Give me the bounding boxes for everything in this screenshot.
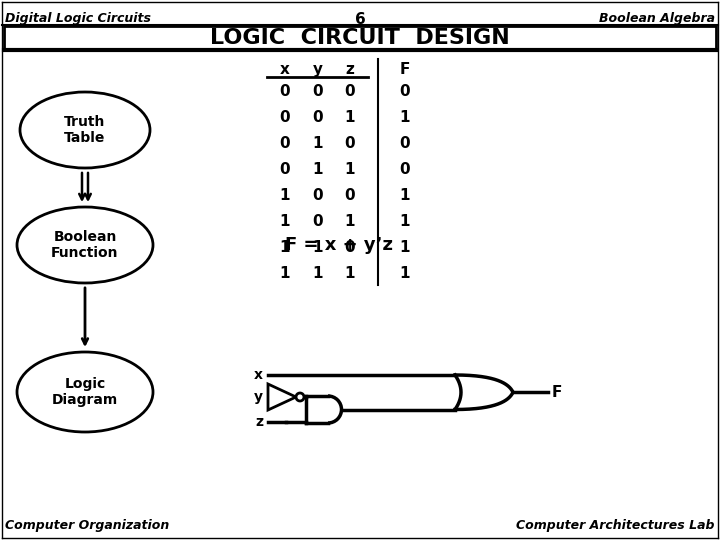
Text: 1: 1 — [345, 161, 355, 177]
Text: 1: 1 — [280, 266, 290, 280]
Text: 1: 1 — [345, 110, 355, 125]
Text: 1: 1 — [400, 110, 410, 125]
Text: 1: 1 — [345, 266, 355, 280]
Text: 1: 1 — [312, 240, 323, 254]
Circle shape — [296, 393, 304, 401]
Text: Boolean Algebra: Boolean Algebra — [599, 12, 715, 25]
Text: 0: 0 — [345, 84, 355, 98]
Text: Digital Logic Circuits: Digital Logic Circuits — [5, 12, 151, 25]
Text: F: F — [400, 62, 410, 77]
Text: 1: 1 — [280, 240, 290, 254]
Text: 1: 1 — [400, 266, 410, 280]
Text: F: F — [552, 384, 562, 400]
Text: 0: 0 — [279, 161, 290, 177]
Text: 0: 0 — [312, 213, 323, 228]
Text: 0: 0 — [312, 110, 323, 125]
Text: Computer Organization: Computer Organization — [5, 519, 169, 532]
Ellipse shape — [17, 207, 153, 283]
Ellipse shape — [20, 92, 150, 168]
Text: 0: 0 — [400, 84, 410, 98]
Text: 1: 1 — [312, 161, 323, 177]
Text: 0: 0 — [345, 187, 355, 202]
Text: y: y — [313, 62, 323, 77]
Text: 0: 0 — [279, 136, 290, 151]
Text: 1: 1 — [312, 266, 323, 280]
Text: x: x — [280, 62, 290, 77]
Text: 0: 0 — [400, 161, 410, 177]
Text: 1: 1 — [400, 187, 410, 202]
Text: 0: 0 — [345, 240, 355, 254]
Text: y: y — [254, 390, 263, 404]
Text: F = x + y’z: F = x + y’z — [285, 236, 393, 254]
Text: LOGIC  CIRCUIT  DESIGN: LOGIC CIRCUIT DESIGN — [210, 28, 510, 48]
Text: z: z — [255, 415, 263, 429]
Text: 0: 0 — [279, 84, 290, 98]
Text: 1: 1 — [400, 213, 410, 228]
Text: 0: 0 — [312, 84, 323, 98]
Ellipse shape — [17, 352, 153, 432]
Text: 0: 0 — [400, 136, 410, 151]
Text: 1: 1 — [280, 213, 290, 228]
Text: Boolean
Function: Boolean Function — [51, 230, 119, 260]
FancyBboxPatch shape — [4, 26, 716, 50]
Text: 1: 1 — [400, 240, 410, 254]
Text: 6: 6 — [355, 12, 365, 27]
Text: 0: 0 — [279, 110, 290, 125]
Text: x: x — [254, 368, 263, 382]
Text: 0: 0 — [312, 187, 323, 202]
Polygon shape — [268, 384, 296, 410]
Text: z: z — [346, 62, 354, 77]
Text: Logic
Diagram: Logic Diagram — [52, 377, 118, 407]
Text: 0: 0 — [345, 136, 355, 151]
Text: Computer Architectures Lab: Computer Architectures Lab — [516, 519, 715, 532]
Text: 1: 1 — [345, 213, 355, 228]
Text: 1: 1 — [312, 136, 323, 151]
Text: 1: 1 — [280, 187, 290, 202]
Text: Truth
Table: Truth Table — [64, 115, 106, 145]
